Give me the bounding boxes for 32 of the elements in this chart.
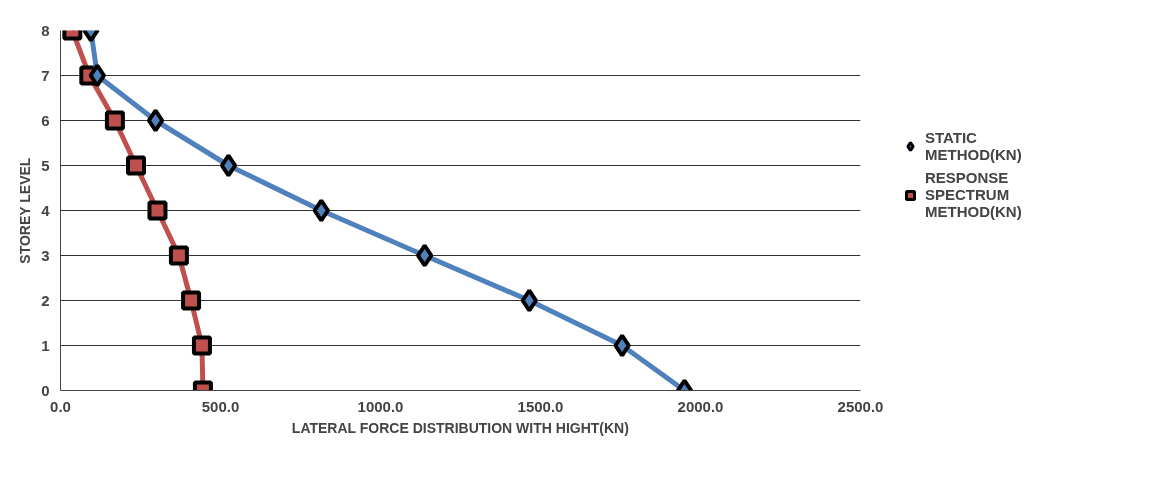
- point: [219, 153, 238, 178]
- x-axis-title: LATERAL FORCE DISTRIBUTION WITH HIGHT(KN): [291, 419, 629, 436]
- point: [191, 335, 212, 356]
- point: [146, 108, 165, 133]
- point: [168, 245, 189, 266]
- point: [415, 243, 434, 268]
- y-axis-title: STOREY LEVEL: [17, 157, 34, 264]
- legend-label: STATIC METHOD(KN): [925, 129, 1022, 163]
- x-tick-label: 2500.0: [837, 397, 884, 415]
- x-tick-label: 0.0: [50, 397, 71, 415]
- x-tick-label: 500.0: [201, 397, 240, 415]
- point: [88, 63, 106, 88]
- x-tick-label: 1500.0: [517, 397, 564, 415]
- point: [104, 110, 125, 131]
- point: [520, 288, 538, 313]
- point: [147, 200, 168, 221]
- y-tick-label: 8: [41, 21, 50, 39]
- y-tick-label: 5: [41, 156, 50, 174]
- x-tick-label: 1000.0: [357, 397, 404, 415]
- y-tick-label: 6: [41, 111, 50, 129]
- y-tick-label: 1: [41, 336, 50, 354]
- x-tick-label: 2000.0: [677, 397, 724, 415]
- point: [613, 333, 631, 358]
- y-tick-label: 7: [41, 66, 50, 84]
- legend-label: RESPONSE SPECTRUM METHOD(KN): [925, 169, 1022, 220]
- y-tick-label: 0: [41, 381, 50, 399]
- point: [312, 198, 330, 223]
- y-tick-label: 3: [41, 246, 50, 264]
- point: [126, 155, 147, 176]
- y-tick-label: 2: [41, 291, 50, 309]
- y-tick-label: 4: [41, 201, 51, 219]
- point: [181, 290, 202, 311]
